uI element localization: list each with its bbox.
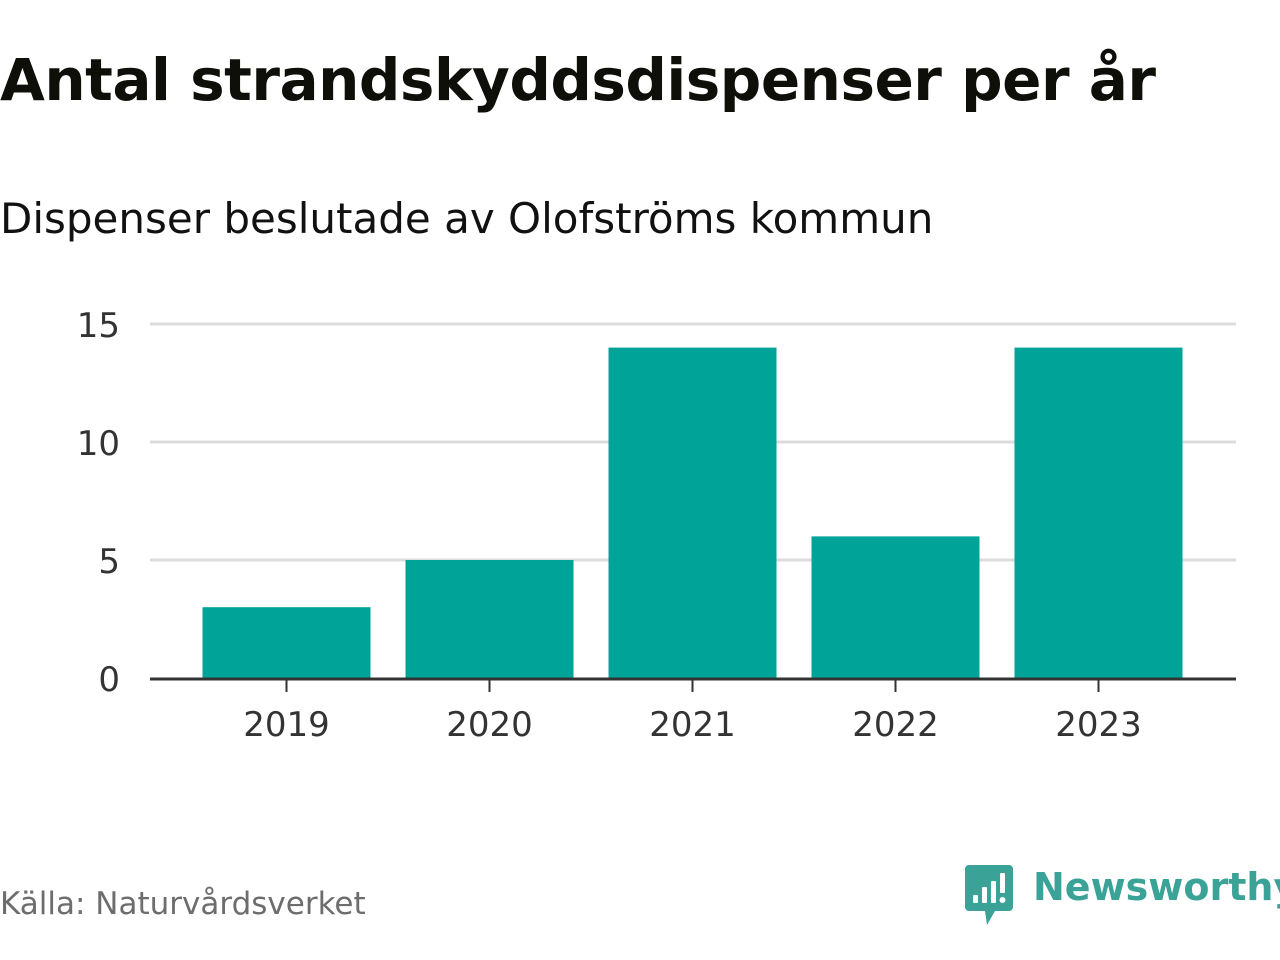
bar xyxy=(811,536,980,678)
bars xyxy=(202,347,1183,678)
x-tick-label: 2023 xyxy=(1055,705,1142,745)
bar xyxy=(405,560,574,678)
newsworthy-logo-icon xyxy=(965,865,1013,925)
x-tick-label: 2020 xyxy=(446,705,533,745)
y-axis: 0 5 10 15 xyxy=(77,306,120,700)
y-tick-label: 5 xyxy=(98,542,120,582)
source-note: Källa: Naturvårdsverket xyxy=(0,886,366,922)
y-tick-label: 10 xyxy=(77,424,120,464)
brand-logo: Newsworthy xyxy=(963,862,1280,928)
chart-subtitle: Dispenser beslutade av Olofströms kommun xyxy=(0,194,934,243)
bar xyxy=(202,607,371,678)
bar xyxy=(608,347,777,678)
x-axis: 2019 2020 2021 2022 2023 xyxy=(150,677,1236,745)
chart-title: Antal strandskyddsdispenser per år xyxy=(0,46,1156,114)
x-tick-label: 2021 xyxy=(649,705,736,745)
y-tick-label: 15 xyxy=(77,306,120,346)
brand-name: Newsworthy xyxy=(1033,865,1280,909)
x-tick-label: 2019 xyxy=(243,705,330,745)
x-tick-label: 2022 xyxy=(852,705,939,745)
bar xyxy=(1014,347,1183,678)
y-tick-label: 0 xyxy=(98,660,120,700)
